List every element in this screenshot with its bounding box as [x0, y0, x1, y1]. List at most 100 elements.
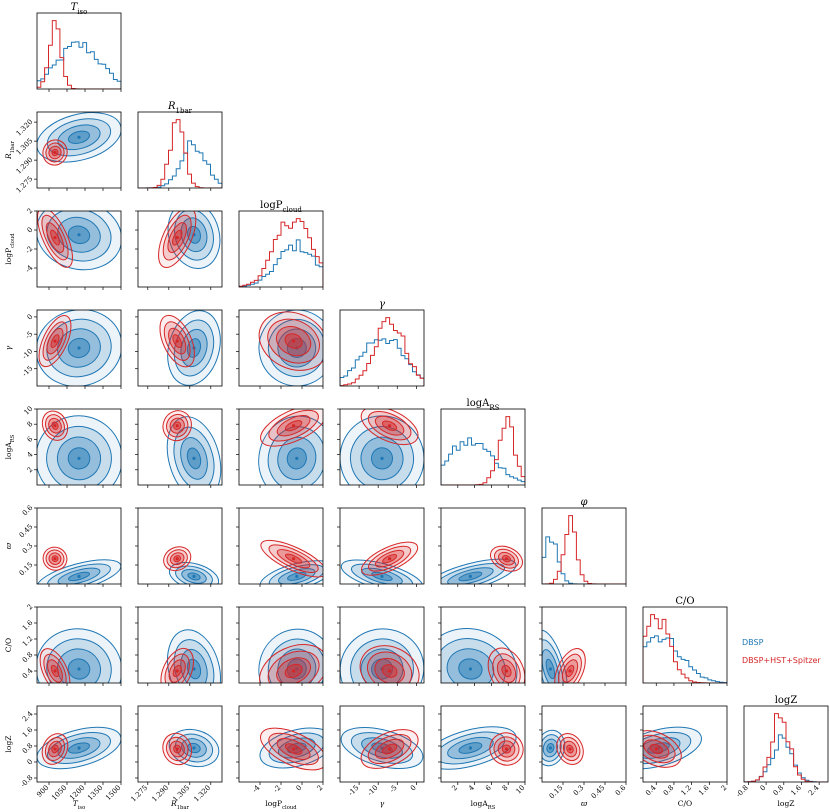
- panel-logARS-Tiso: [37, 410, 121, 485]
- panel-frame: [541, 507, 627, 585]
- panel-CO-logPcloud: [258, 628, 323, 683]
- x-tick-label: 0: [409, 784, 418, 793]
- x-axis-label-Tiso: Tiso: [73, 799, 86, 811]
- contour-center: [292, 557, 296, 561]
- contour-center: [77, 667, 81, 671]
- y-tick-label: 1.290: [15, 156, 35, 176]
- panel-logARS-logARS: [441, 416, 525, 485]
- x-axis-label-gamma: γ: [380, 799, 385, 808]
- contour-center: [77, 233, 81, 237]
- y-tick-label: -0.8: [19, 774, 34, 789]
- contour-center: [175, 424, 179, 428]
- x-tick-label: -0.8: [735, 784, 750, 799]
- panel-frame: [137, 111, 223, 189]
- panel-gamma-Tiso: [37, 310, 121, 386]
- contour-center: [504, 669, 509, 673]
- panel-phi-gamma: [340, 541, 424, 584]
- contour-center: [292, 747, 296, 751]
- contour-center: [568, 669, 572, 673]
- contour-center: [504, 747, 509, 751]
- hist-dbsp-phi: [542, 536, 626, 584]
- x-tick-label: 1050: [50, 784, 68, 802]
- y-axis-label-gamma: γ: [4, 345, 13, 350]
- panel-logPcloud-logPcloud: [239, 218, 323, 287]
- panel-logARS-R1bar: [162, 410, 222, 485]
- contour-center: [53, 339, 57, 343]
- panel-frame: [440, 606, 526, 684]
- y-axis-label-logPcloud: logPcloud: [4, 233, 16, 265]
- y-axis-label-R1bar: R1bar: [4, 141, 16, 160]
- contour-center: [175, 669, 179, 673]
- x-tick-label: 2.4: [807, 783, 821, 797]
- y-tick-label: 0.4: [21, 666, 35, 680]
- hist-dbsp-hst-spitzer-gamma: [340, 317, 424, 386]
- x-tick-label: -4: [251, 783, 262, 794]
- contour-center: [53, 150, 57, 155]
- contour-center: [175, 339, 179, 343]
- contour-center: [388, 424, 392, 428]
- panel-frame: [36, 12, 122, 90]
- contour-center: [175, 236, 179, 240]
- contour-center: [175, 557, 179, 561]
- panel-Tiso-Tiso: [37, 20, 121, 89]
- panel-logZ-phi: [542, 729, 584, 767]
- contour-center: [380, 456, 384, 460]
- y-axis-label-CO: C/O: [4, 638, 13, 652]
- x-tick-label: 2: [450, 784, 459, 793]
- panel-logPcloud-Tiso: [37, 211, 121, 271]
- y-tick-label: 1.305: [15, 137, 35, 157]
- x-axis-label-logPcloud: logPcloud: [265, 799, 297, 811]
- x-tick-label: 1.305: [171, 784, 191, 804]
- y-tick-label: 10: [22, 405, 34, 417]
- contour-center: [53, 236, 57, 240]
- hist-dbsp-hst-spitzer-R1bar: [138, 119, 222, 188]
- panel-title-logZ: logZ: [775, 695, 798, 706]
- panel-logARS-logPcloud: [258, 409, 323, 485]
- contour-center: [468, 667, 472, 671]
- y-tick-label: 2.4: [21, 709, 35, 723]
- y-tick-label: -5: [24, 330, 34, 340]
- hist-dbsp-hst-spitzer-phi: [542, 515, 626, 584]
- contour-center: [53, 557, 57, 561]
- panel-CO-gamma: [340, 628, 424, 683]
- panel-title-logARS: logARS: [467, 398, 500, 412]
- contour-center: [77, 135, 81, 139]
- x-tick-label: 0: [759, 784, 768, 793]
- hist-dbsp-hst-spitzer-logARS: [441, 416, 525, 485]
- y-tick-label: 0: [26, 226, 35, 235]
- x-tick-label: 0.45: [590, 784, 607, 801]
- x-tick-label: 2: [316, 784, 325, 793]
- hist-dbsp-gamma: [340, 338, 424, 386]
- panel-logZ-logARS: [441, 726, 524, 770]
- y-tick-label: 0: [26, 313, 35, 322]
- x-tick-label: 0.4: [644, 783, 658, 797]
- panel-logZ-gamma: [340, 726, 424, 770]
- hist-dbsp-R1bar: [138, 140, 222, 188]
- y-tick-label: -4: [24, 263, 35, 274]
- hist-dbsp-Tiso: [37, 41, 121, 89]
- contour-center: [388, 557, 392, 561]
- panel-phi-Tiso: [37, 546, 121, 584]
- y-tick-label: 6: [26, 435, 35, 444]
- x-tick-label: 10: [514, 784, 526, 796]
- panel-logARS-gamma: [340, 409, 424, 485]
- panel-frame: [36, 606, 122, 684]
- panel-phi-logARS: [441, 545, 523, 584]
- y-tick-label: 1.275: [15, 175, 35, 195]
- x-tick-label: 900: [35, 784, 50, 799]
- contour-center: [53, 747, 57, 751]
- y-tick-label: 1.2: [21, 635, 35, 649]
- contour-center: [295, 574, 299, 579]
- panel-frame: [36, 705, 122, 783]
- x-axis-label-logZ: logZ: [778, 799, 795, 808]
- x-tick-label: 1.6: [697, 783, 711, 797]
- contour-center: [468, 746, 472, 750]
- panel-CO-phi: [542, 629, 586, 683]
- panel-frame: [137, 705, 223, 783]
- panel-gamma-gamma: [340, 317, 424, 386]
- y-tick-label: 2: [26, 603, 35, 612]
- contour-center: [77, 574, 81, 579]
- panel-phi-phi: [542, 515, 626, 584]
- panel-R1bar-Tiso: [37, 112, 121, 166]
- x-tick-label: 0.6: [614, 783, 628, 797]
